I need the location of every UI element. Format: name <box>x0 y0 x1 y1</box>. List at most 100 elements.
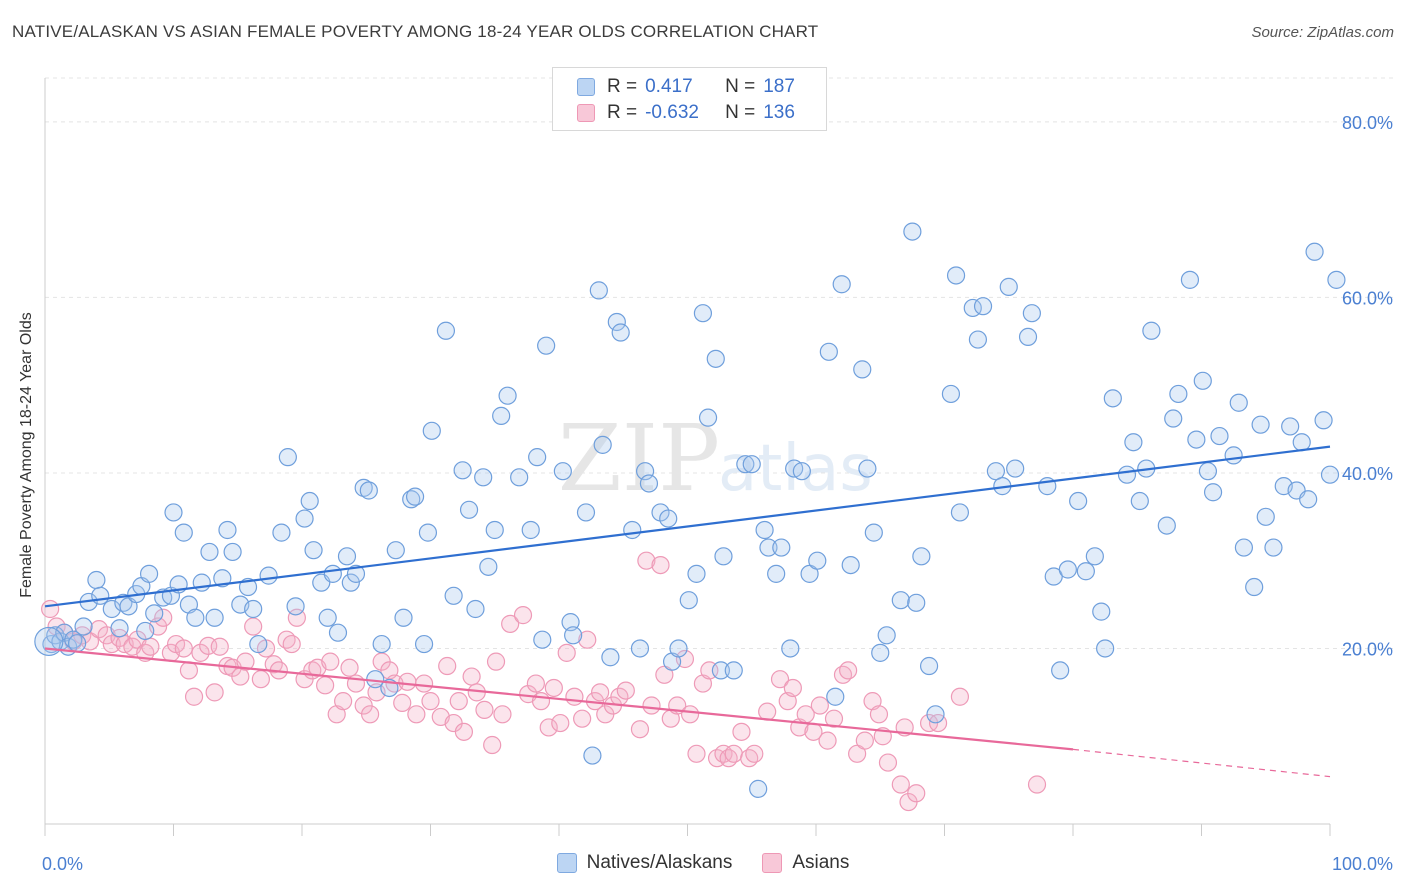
natives-point <box>1085 547 1104 566</box>
natives-point <box>1224 446 1243 465</box>
asians-point <box>179 661 199 680</box>
asians-point <box>687 744 706 763</box>
tick-labels: 20.0% 40.0% 60.0% 80.0% 0.0% 100.0% <box>42 113 1393 874</box>
natives-point <box>693 304 713 323</box>
natives-point <box>1264 538 1283 557</box>
natives-point <box>564 626 583 645</box>
asians-point <box>398 672 417 691</box>
natives-point <box>394 608 413 627</box>
natives-point <box>950 503 970 522</box>
natives-point <box>1022 304 1041 323</box>
asians-point <box>630 720 650 739</box>
natives-point <box>706 349 725 368</box>
natives-point <box>903 222 922 241</box>
asians-point <box>878 753 898 772</box>
natives-point <box>1251 415 1270 434</box>
asians-point <box>282 634 301 654</box>
asians-point <box>824 709 844 728</box>
natives-point <box>136 621 155 641</box>
natives-point <box>630 639 650 658</box>
natives-point <box>772 538 791 557</box>
natives-point <box>418 523 438 542</box>
asians-point <box>449 692 468 711</box>
natives-point <box>337 547 357 566</box>
natives-point <box>623 520 642 540</box>
source-label: Source: ZipAtlas.com <box>1251 24 1394 41</box>
bottom-legend: Natives/Alaskans Asians <box>0 852 1406 874</box>
asians-point <box>340 658 359 677</box>
natives-point <box>139 564 159 583</box>
natives-point <box>286 597 305 616</box>
natives-point <box>213 569 232 588</box>
natives-point <box>174 523 193 542</box>
natives-point <box>941 384 961 404</box>
natives-point <box>759 538 778 557</box>
natives-point <box>724 661 743 680</box>
legend-r-label: R = <box>607 76 638 97</box>
natives-point <box>639 474 659 493</box>
natives-point <box>272 523 291 542</box>
natives-point <box>323 564 342 583</box>
natives-point <box>736 455 755 474</box>
asians-point <box>462 667 481 686</box>
bottom-legend-asians: Asians <box>762 852 849 874</box>
natives-point <box>1292 433 1311 452</box>
y-tick-label: 60.0% <box>1342 288 1393 308</box>
natives-point <box>553 462 572 481</box>
natives-point <box>687 564 706 583</box>
natives-point <box>1299 490 1318 509</box>
legend-r-label: R = <box>607 102 638 123</box>
asians-point <box>818 731 837 750</box>
natives-point <box>607 312 626 332</box>
natives-point <box>479 557 498 576</box>
asians-point <box>475 700 494 720</box>
natives-point <box>537 336 556 355</box>
natives-point <box>1327 270 1346 289</box>
asians-point <box>1027 775 1047 794</box>
natives-point <box>528 448 547 467</box>
asians-point <box>531 692 551 711</box>
natives-point <box>405 487 425 506</box>
natives-point <box>1281 417 1300 436</box>
natives-point <box>1234 538 1254 557</box>
natives-points <box>34 222 1346 798</box>
natives-point <box>792 462 811 481</box>
natives-point <box>244 599 263 619</box>
asians-trend-line <box>44 647 1074 751</box>
natives-point <box>533 630 552 649</box>
natives-point <box>767 564 786 583</box>
natives-point <box>926 705 945 724</box>
natives-point <box>781 639 800 658</box>
natives-point <box>354 478 373 497</box>
natives-point <box>968 330 988 349</box>
asians-point <box>174 639 193 658</box>
natives-point <box>601 648 620 667</box>
natives-point <box>510 468 529 487</box>
legend-row-asians: R = -0.632 N = 136 <box>577 101 795 125</box>
natives-point <box>238 577 258 597</box>
asians-trend-line-extension <box>1072 748 1331 778</box>
natives-point <box>841 555 860 575</box>
natives-point <box>200 542 219 562</box>
asians-point <box>783 678 802 698</box>
natives-point <box>91 586 110 605</box>
asians-point <box>154 608 173 627</box>
natives-point <box>1198 462 1218 481</box>
natives-point <box>459 500 479 519</box>
asians-point <box>438 656 457 676</box>
natives-point <box>1117 465 1137 484</box>
asians-point <box>724 744 743 763</box>
legend-row-natives: R = 0.417 N = 187 <box>577 75 795 99</box>
asians-point <box>513 606 533 625</box>
asians-point <box>393 693 412 712</box>
asians-point <box>950 687 970 706</box>
natives-point <box>611 323 630 342</box>
natives-point <box>1069 491 1088 511</box>
legend-r-value: -0.632 <box>645 102 699 123</box>
asians-point <box>839 661 858 680</box>
natives-point <box>1180 270 1200 289</box>
natives-point <box>498 386 517 405</box>
natives-point <box>414 634 434 654</box>
natives-point <box>832 275 851 294</box>
asians-point <box>732 722 751 741</box>
